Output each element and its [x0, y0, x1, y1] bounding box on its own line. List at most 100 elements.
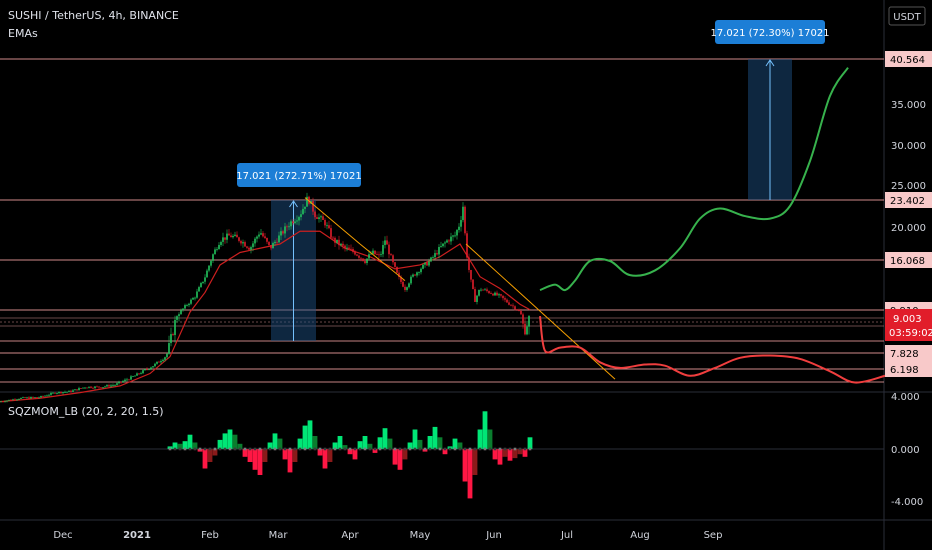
candle-body	[258, 234, 260, 237]
squeeze-dot-4	[188, 447, 192, 451]
squeeze-dot-52	[428, 447, 432, 451]
squeeze-dot-61	[473, 447, 477, 451]
candle-body	[158, 361, 160, 363]
candle-body	[234, 234, 236, 236]
candle-body	[188, 303, 190, 306]
currency-badge[interactable]	[888, 6, 926, 26]
squeeze-dot-43	[383, 447, 387, 451]
candle-body	[192, 298, 194, 300]
candle-body	[390, 254, 392, 256]
squeeze-dot-64	[488, 447, 492, 451]
sqzmom-indicator-label[interactable]: SQZMOM_LB (20, 2, 20, 1.5)	[8, 405, 164, 418]
momentum-bar-35	[342, 445, 348, 449]
candle-body	[130, 376, 132, 380]
candle-body	[340, 243, 342, 246]
candle-body	[504, 298, 506, 300]
price-tick-0: 35.000	[891, 100, 926, 111]
candle-body	[2, 401, 4, 403]
candle-body	[304, 206, 306, 209]
candle-body	[528, 316, 530, 327]
candle-body	[108, 385, 110, 387]
squeeze-dot-28	[308, 447, 312, 451]
squeeze-dot-66	[498, 447, 502, 451]
candle-body	[370, 253, 372, 255]
candle-body	[454, 235, 456, 237]
candle-body	[480, 289, 482, 291]
squeeze-dot-33	[333, 447, 337, 451]
chart-title: SUSHI / TetherUS, 4h, BINANCE	[8, 9, 179, 22]
candle-body	[428, 261, 430, 266]
candle-body	[354, 251, 356, 255]
level-tag-label-4: 7.828	[890, 349, 919, 360]
measure-label-0: 17.021 (272.71%) 17021	[236, 171, 361, 182]
candle-body	[344, 245, 346, 248]
candle-body	[202, 281, 204, 283]
momentum-bar-72	[527, 437, 533, 449]
candle-body	[38, 397, 40, 399]
candle-body	[356, 254, 358, 256]
time-tick-2: Feb	[201, 530, 219, 541]
candle-body	[54, 392, 56, 394]
candle-body	[458, 226, 460, 230]
squeeze-dot-1	[173, 447, 177, 451]
candle-body	[498, 294, 500, 296]
candle-body	[94, 386, 96, 389]
candle-body	[194, 297, 196, 299]
candle-body	[348, 247, 350, 249]
candle-body	[364, 261, 366, 264]
candle-body	[432, 257, 434, 258]
candle-body	[70, 390, 72, 392]
squeeze-dot-69	[513, 447, 517, 451]
candle-body	[490, 293, 492, 294]
candle-body	[84, 387, 86, 389]
candle-body	[292, 221, 294, 224]
candle-body	[416, 272, 418, 276]
candle-body	[8, 399, 10, 401]
candle-body	[396, 266, 398, 273]
momentum-bar-28	[307, 420, 313, 449]
candle-body	[196, 291, 198, 298]
candle-body	[106, 385, 108, 387]
momentum-bar-53	[432, 426, 438, 449]
candle-body	[288, 226, 290, 228]
momentum-bar-37	[352, 449, 358, 460]
candle-body	[312, 201, 314, 212]
time-tick-5: May	[410, 530, 431, 541]
candle-body	[326, 225, 328, 227]
level-tag-label-5: 6.198	[890, 365, 919, 376]
candle-body	[116, 383, 118, 385]
squeeze-dot-15	[243, 447, 247, 451]
candle-body	[410, 276, 412, 284]
squeeze-dot-47	[403, 447, 407, 451]
candle-body	[96, 386, 98, 388]
candle-body	[218, 244, 220, 250]
squeeze-dot-72	[528, 447, 532, 451]
squeeze-dot-67	[503, 447, 507, 451]
candle-body	[80, 388, 82, 389]
candle-body	[452, 235, 454, 237]
candle-body	[444, 242, 446, 244]
level-tag-label-1: 23.402	[890, 196, 925, 207]
candle-body	[224, 237, 226, 240]
candle-body	[400, 276, 402, 282]
candle-body	[510, 304, 512, 306]
momentum-bar-15	[242, 449, 248, 457]
candle-body	[482, 289, 484, 291]
momentum-bar-10	[217, 439, 223, 449]
candle-body	[146, 369, 148, 371]
ema-indicator-label[interactable]: EMAs	[8, 27, 38, 40]
time-tick-0: Dec	[53, 530, 72, 541]
squeeze-dot-37	[353, 447, 357, 451]
momentum-bar-25	[292, 449, 298, 462]
candle-body	[366, 258, 368, 264]
candle-body	[284, 226, 286, 234]
squeeze-dot-0	[168, 447, 172, 451]
candle-body	[28, 397, 30, 399]
candle-body	[182, 308, 184, 311]
momentum-bar-36	[347, 449, 353, 455]
squeeze-dot-17	[253, 447, 257, 451]
squeeze-dot-31	[323, 447, 327, 451]
candle-body	[402, 281, 404, 287]
squeeze-dot-12	[228, 447, 232, 451]
